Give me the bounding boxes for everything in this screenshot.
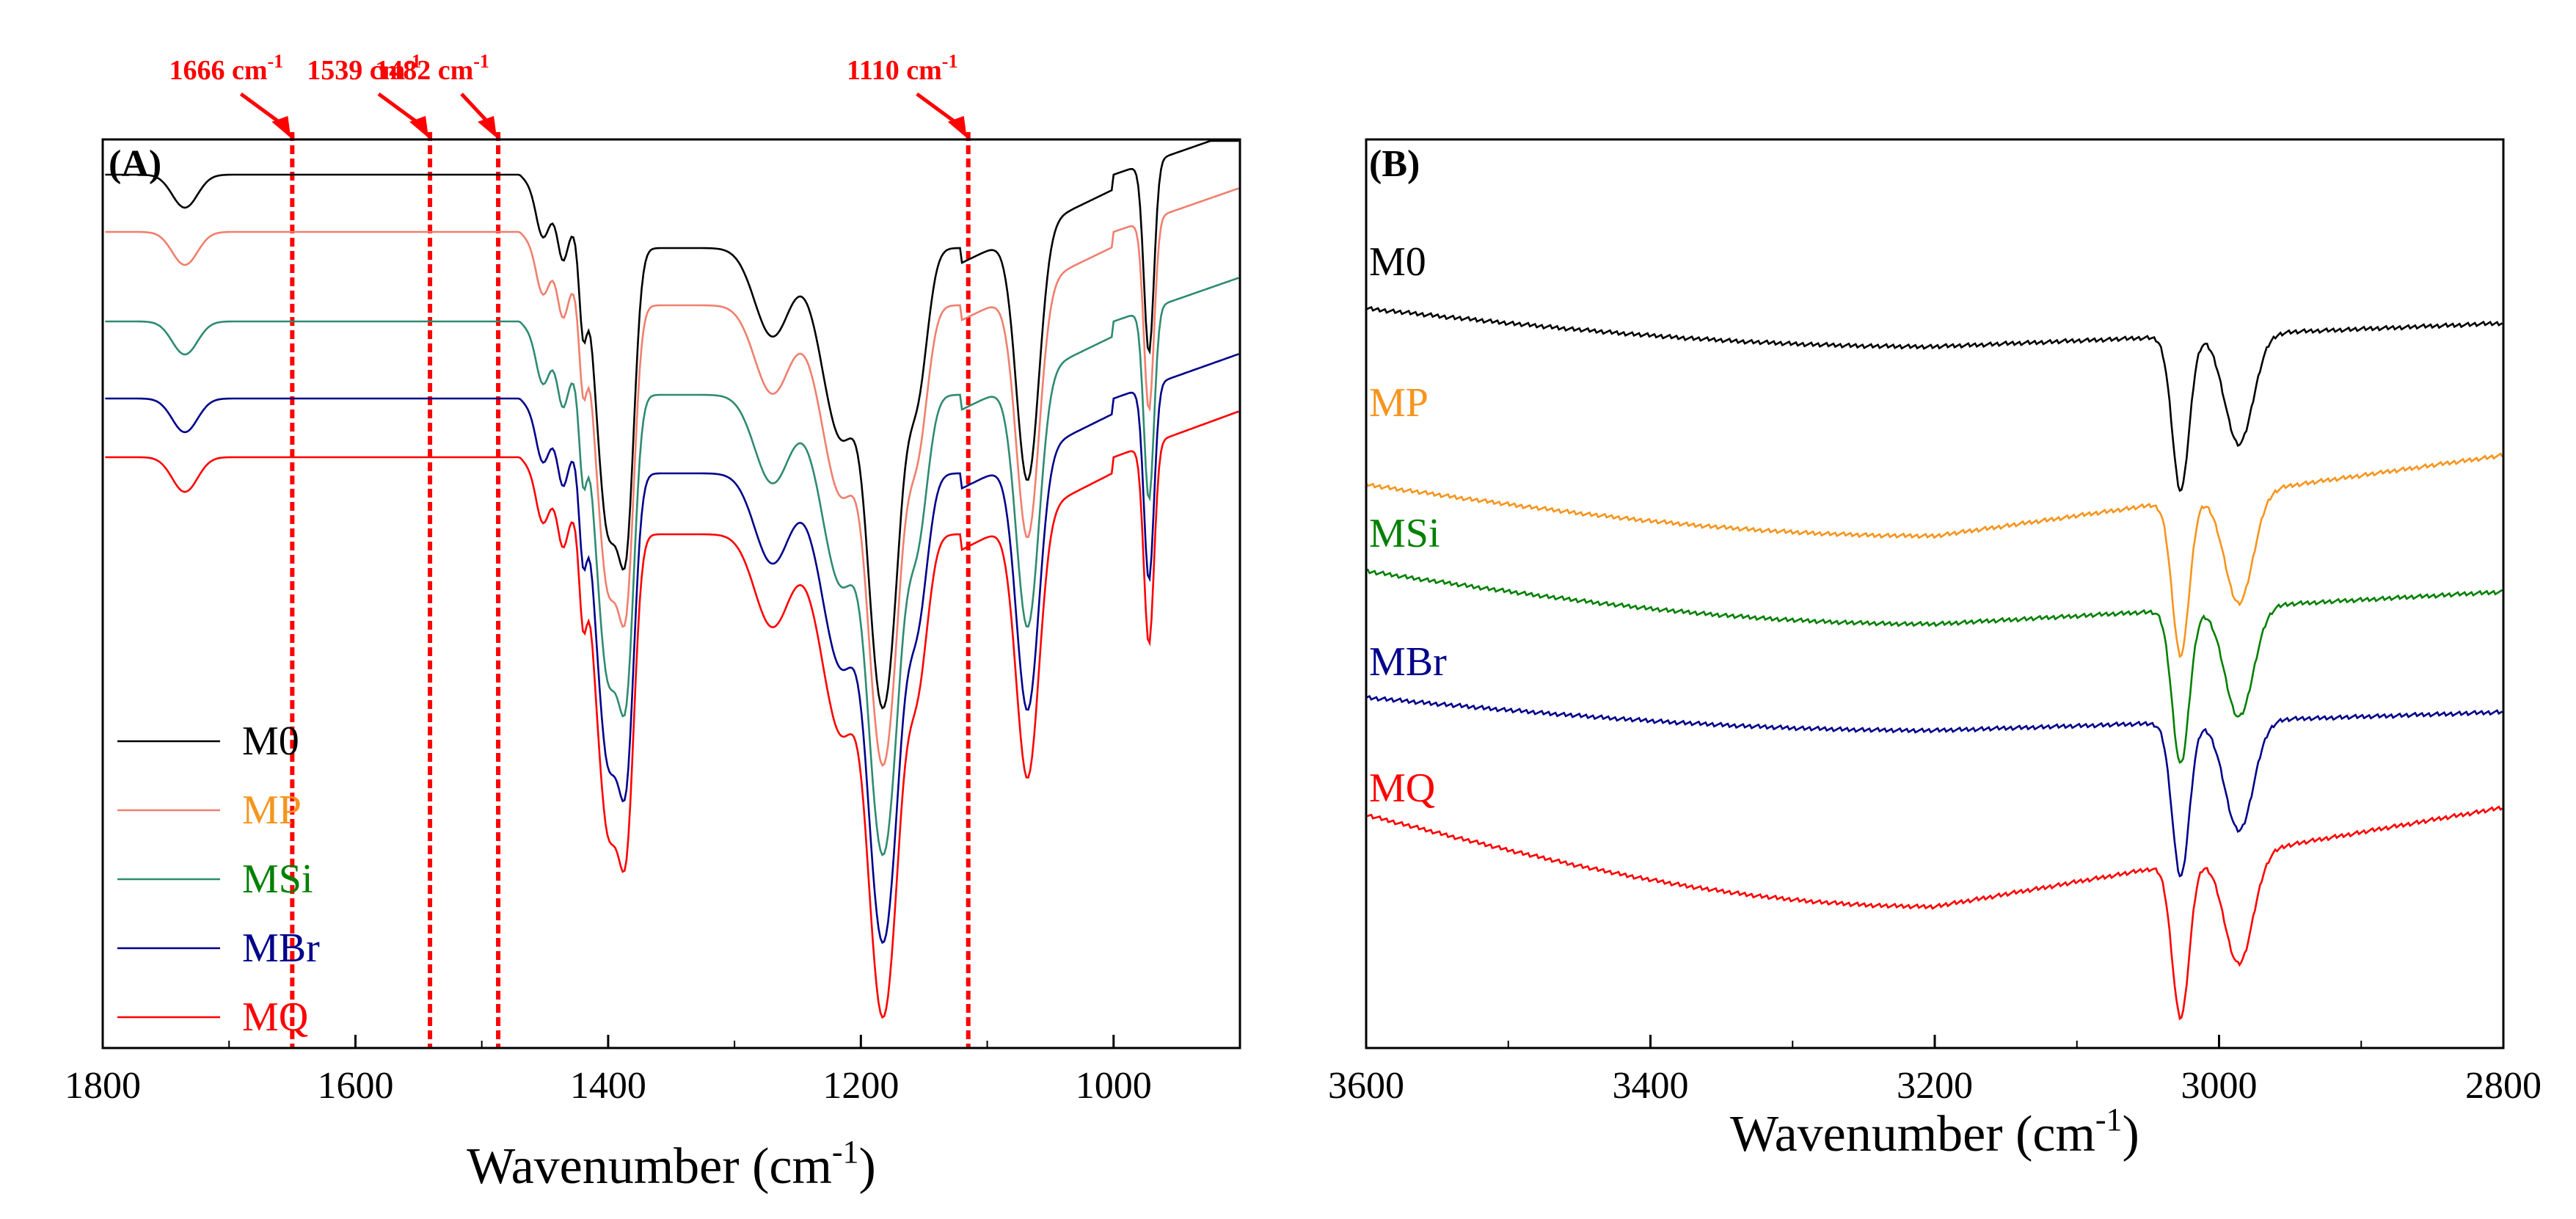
- annotation-label-text-0: 1666 cm: [169, 55, 267, 86]
- series-line-mq: [105, 410, 1239, 1019]
- panel-a-x-ticks: 1800 1600 1400 1200 1000: [65, 1035, 1241, 1107]
- legend-label-msi: MSi: [242, 856, 313, 902]
- panel-b-series: [1365, 305, 2503, 1021]
- annotation-label-3: 1110 cm-1: [847, 51, 958, 86]
- b-series-line-mp: [1365, 452, 2503, 658]
- series-line-msi: [105, 277, 1239, 856]
- annotation-label-text-2: 1482 cm: [375, 55, 473, 86]
- panel-a-x-axis-unit-sup: -1: [832, 1134, 859, 1170]
- panel-b-x-ticks: 3600 3400 3200 3000 2800: [1328, 1035, 2542, 1107]
- panel-a-x-axis-unit: (cm: [752, 1138, 832, 1195]
- legend-label-mp: MP: [242, 787, 302, 833]
- annotation-label-1: 1539 cm-1: [307, 51, 421, 86]
- x-tick-label-1000: 1000: [1076, 1065, 1152, 1107]
- annotation-label-0: 1666 cm-1: [169, 51, 283, 86]
- series-line-m0: [105, 139, 1239, 710]
- b-series-label-mq: MQ: [1369, 765, 1435, 811]
- panel-b-label: (B): [1369, 143, 1420, 185]
- panel-b-frame: [1365, 138, 2505, 1049]
- panel-b: (B) 3600 3400 3200 3000 2800 M0 MP MSi MBr MQ Wa…: [1328, 138, 2542, 1162]
- b-x-tick-label-3000: 3000: [2181, 1065, 2258, 1107]
- annotation-arrow-head-2: [478, 116, 497, 138]
- annotation-arrow-head-3: [947, 116, 967, 138]
- panel-b-x-axis-word: Wavenumber: [1730, 1106, 2002, 1162]
- annotation-label-sup-3: -1: [942, 51, 958, 72]
- series-line-mp: [105, 187, 1239, 767]
- x-tick-label-1400: 1400: [570, 1065, 646, 1107]
- annotation-label-sup-2: -1: [473, 51, 489, 72]
- annotation-label-2: 1482 cm-1: [375, 51, 489, 86]
- b-series-line-m0: [1365, 305, 2503, 492]
- b-x-tick-label-3600: 3600: [1328, 1065, 1404, 1107]
- annotation-arrow-head-0: [271, 116, 291, 138]
- x-tick-label-1600: 1600: [317, 1065, 393, 1107]
- panel-a-frame: [101, 138, 1241, 1049]
- b-series-label-m0: M0: [1369, 239, 1426, 285]
- series-line-mbr: [105, 353, 1239, 945]
- annotation-label-text-3: 1110 cm: [847, 55, 942, 86]
- legend-label-m0: M0: [242, 718, 299, 764]
- b-series-label-msi: MSi: [1369, 511, 1440, 556]
- panel-b-x-axis-unit-close: ): [2123, 1106, 2139, 1162]
- panel-a-x-axis-word: Wavenumber: [467, 1138, 739, 1195]
- legend-label-mq: MQ: [242, 994, 308, 1040]
- b-series-line-mbr: [1365, 695, 2503, 878]
- x-tick-label-1800: 1800: [65, 1065, 141, 1107]
- panel-a-legend: M0 MP MSi MBr MQ: [117, 718, 320, 1040]
- b-series-line-mq: [1365, 805, 2503, 1021]
- b-series-line-msi: [1365, 568, 2503, 765]
- b-x-tick-label-3200: 3200: [1897, 1065, 1973, 1107]
- panel-b-x-axis-unit-sup: -1: [2095, 1102, 2123, 1138]
- x-tick-label-1200: 1200: [822, 1065, 899, 1107]
- panel-a-label: (A): [109, 143, 161, 185]
- b-x-tick-label-3400: 3400: [1613, 1065, 1689, 1107]
- panel-b-x-axis-title: Wavenumber (cm-1): [1730, 1102, 2139, 1162]
- panel-a-x-axis-unit-close: ): [859, 1138, 876, 1195]
- panel-b-x-axis-unit: (cm: [2015, 1106, 2095, 1162]
- b-x-tick-label-2800: 2800: [2465, 1065, 2542, 1107]
- legend-label-mbr: MBr: [242, 925, 320, 971]
- panel-a-x-axis-title: Wavenumber (cm-1): [467, 1134, 876, 1195]
- b-series-label-mp: MP: [1369, 380, 1429, 426]
- annotation-arrow-head-1: [409, 116, 429, 138]
- annotation-label-text-1: 1539 cm: [307, 55, 405, 86]
- annotation-label-sup-0: -1: [268, 51, 284, 72]
- panel-a-series: [105, 139, 1239, 1019]
- panel-b-series-labels: M0 MP MSi MBr MQ: [1369, 239, 1447, 811]
- annotation-label-sup-1: -1: [405, 51, 421, 72]
- b-series-label-mbr: MBr: [1369, 639, 1447, 685]
